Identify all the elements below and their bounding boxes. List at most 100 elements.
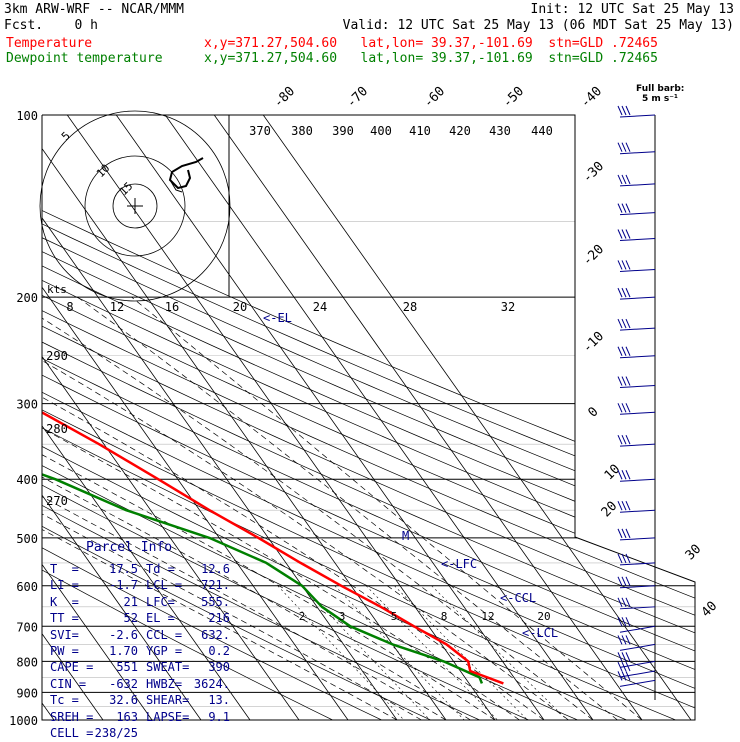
moist-adiabat-line [42,296,398,720]
dry-adiabat-line [42,115,333,720]
wind-barb [617,376,656,389]
parcel-cell: 21 [123,594,138,609]
dry-adiabat-line [42,115,695,720]
parcel-cell: 0.2 [208,644,230,658]
mixing-ratio-label: 20 [537,610,550,623]
dry-adiabat-line [42,115,695,720]
moist-adiabat-line [42,296,520,720]
theta-left-label: 280 [46,422,68,436]
y-tick-label: 600 [16,580,38,594]
wind-barb [617,635,656,651]
wind-barb [617,318,656,331]
thetae-label: 24 [313,300,327,314]
wind-barb [617,203,656,216]
y-tick-label: 100 [16,109,38,123]
isotherm-line [42,115,251,720]
moist-adiabat-line [77,296,618,720]
level-marker-lfc: <-LFC [441,557,477,571]
y-tick-label: 300 [16,398,38,412]
isotherm-label: 30 [683,542,705,564]
parcel-row: LI = -1.7 LCL = 721. [50,578,240,594]
dry-adiabat-line [42,115,695,720]
level-marker-lcl: <-LCL [522,626,558,640]
dry-adiabat-line [42,115,382,720]
wind-barb [617,174,656,187]
isotherm-line [213,115,643,720]
level-marker-m: M [402,529,409,543]
moist-adiabat-line [42,296,545,720]
y-tick-label: 800 [16,655,38,669]
hodograph-ring [39,110,231,302]
wind-barb [617,403,656,415]
dry-adiabat-line [42,115,480,720]
isotherm-label: 0 [585,404,601,420]
wind-barb [617,528,656,541]
wind-barb [617,617,656,633]
dry-adiabat-line [42,115,695,720]
wind-barb [617,346,656,359]
mixing-ratio-label: 12 [481,610,494,623]
dry-adiabat-line [42,115,695,720]
dry-adiabat-line [42,115,431,720]
parcel-row: CELL = 238/25 [50,726,240,742]
wind-barb [617,260,656,272]
theta-left-label: 270 [46,494,68,508]
parcel-cell: 12.6 [201,562,230,576]
isotherm-line [66,115,496,720]
wind-barb [617,576,656,589]
wind-barb [617,229,656,241]
moist-adiabat-line [42,296,594,720]
parcel-cell: 3624. [193,676,230,691]
parcel-cell: 238/25 [94,726,138,740]
dry-adiabat-line [42,115,695,720]
theta-label: 430 [489,124,511,138]
header-init: Init: 12 UTC Sat 25 May 13 [530,2,735,17]
thetae-label: 32 [501,300,515,314]
parcel-cell: 32.6 [109,693,138,708]
parcel-cell: 390 [208,660,230,675]
hodograph-ring-label: 15 [117,180,136,199]
parcel-row: CIN = -632 HWBZ= 3624. [50,677,240,693]
parcel-cell: SHEAR= [146,693,190,708]
parcel-cell: K = [50,594,79,609]
isotherm-label: -40 [578,84,605,111]
mixing-ratio-line [302,585,431,720]
theta-label: 410 [409,124,431,138]
dry-adiabat-line [42,115,627,720]
wind-barb [617,500,656,513]
y-tick-label: 400 [16,473,38,487]
parcel-cell: -2.6 [109,627,138,642]
thetae-label: 16 [165,300,179,314]
parcel-cell: 551 [116,660,138,675]
isotherm-label: 10 [602,462,624,484]
isotherm-label: -20 [580,242,607,269]
header-fcst: Fcst. 0 h [4,18,98,33]
level-marker-ccl: <-CCL [500,591,536,605]
parcel-cell: -632 [109,676,138,691]
dry-adiabat-line [42,115,695,720]
dry-adiabat-line [42,115,695,720]
wind-barb [617,553,656,566]
thetae-label: 8 [66,300,73,314]
parcel-cell: T = [50,562,79,576]
isotherm-label: -50 [500,84,527,111]
thetae-label: 28 [403,300,417,314]
barb-title: Full barb: [636,84,685,94]
isotherm-line [42,115,398,720]
temperature-legend: Temperature [6,36,93,51]
parcel-cell: -1.7 [109,578,138,593]
theta-label: 400 [370,124,392,138]
parcel-cell: 632. [201,627,230,642]
hodograph-trace [168,157,204,190]
dry-adiabat-line [42,115,695,720]
parcel-row: SVI= -2.6 CCL = 632. [50,628,240,644]
theta-label: 420 [449,124,471,138]
parcel-cell: 1.70 [109,644,138,658]
mixing-ratio-label: 5 [391,610,398,623]
wind-barb [617,105,656,118]
temperature-profile [42,115,504,685]
isotherm-line [262,115,692,720]
wind-barb [617,671,656,687]
isotherm-line [42,115,202,720]
isotherm-line [42,115,349,720]
